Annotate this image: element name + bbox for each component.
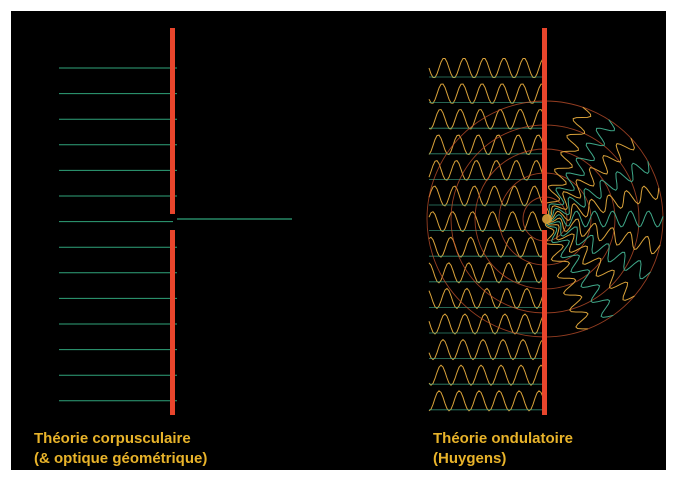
- barrier-bottom: [170, 230, 175, 415]
- incident-wave: [428, 108, 544, 130]
- diffracted-waves: [542, 106, 664, 330]
- caption-corpuscular-line1: Théorie corpusculaire: [34, 430, 191, 447]
- diffracted-wave: [545, 222, 614, 318]
- barrier-bottom: [542, 230, 547, 415]
- incident-wave: [428, 185, 544, 207]
- diffracted-wave: [548, 137, 635, 218]
- diffracted-wave: [549, 185, 660, 221]
- caption-wave: Théorie ondulatoire (Huygens): [433, 429, 573, 469]
- incident-wave: [428, 313, 544, 335]
- incident-wave: [428, 211, 544, 233]
- incident-wave: [428, 364, 544, 386]
- incident-wave: [428, 287, 544, 310]
- diffracted-wave: [548, 161, 650, 219]
- incident-wave: [428, 338, 544, 361]
- left-barrier: [170, 28, 175, 415]
- diffracted-wave: [548, 210, 664, 228]
- incident-wave: [428, 159, 544, 181]
- corpuscle-rays: [59, 67, 292, 402]
- right-barrier: [542, 28, 547, 415]
- caption-wave-line1: Théorie ondulatoire: [433, 430, 574, 447]
- diffracted-wave: [545, 106, 592, 216]
- incident-wave: [428, 134, 544, 156]
- incident-wave: [428, 236, 544, 258]
- diffracted-wave: [548, 217, 661, 255]
- caption-corpuscular: Théorie corpusculaire (& optique géométr…: [34, 429, 207, 469]
- barrier-top: [170, 28, 175, 214]
- diffracted-wave: [546, 222, 635, 301]
- diffracted-wave: [547, 119, 616, 217]
- slit-source: [542, 214, 552, 224]
- caption-corpuscular-line2: (& optique géométrique): [34, 450, 208, 467]
- diffraction-diagram: [59, 28, 664, 415]
- diffracted-wave: [547, 221, 651, 280]
- incident-wave: [428, 262, 544, 284]
- diagram-panel: Théorie corpusculaire (& optique géométr…: [11, 11, 666, 470]
- incident-wave: [428, 83, 544, 104]
- caption-wave-line2: (Huygens): [433, 450, 507, 467]
- incident-wave: [428, 58, 544, 78]
- barrier-top: [542, 28, 547, 214]
- incident-waves: [428, 58, 544, 412]
- incident-wave: [428, 390, 544, 412]
